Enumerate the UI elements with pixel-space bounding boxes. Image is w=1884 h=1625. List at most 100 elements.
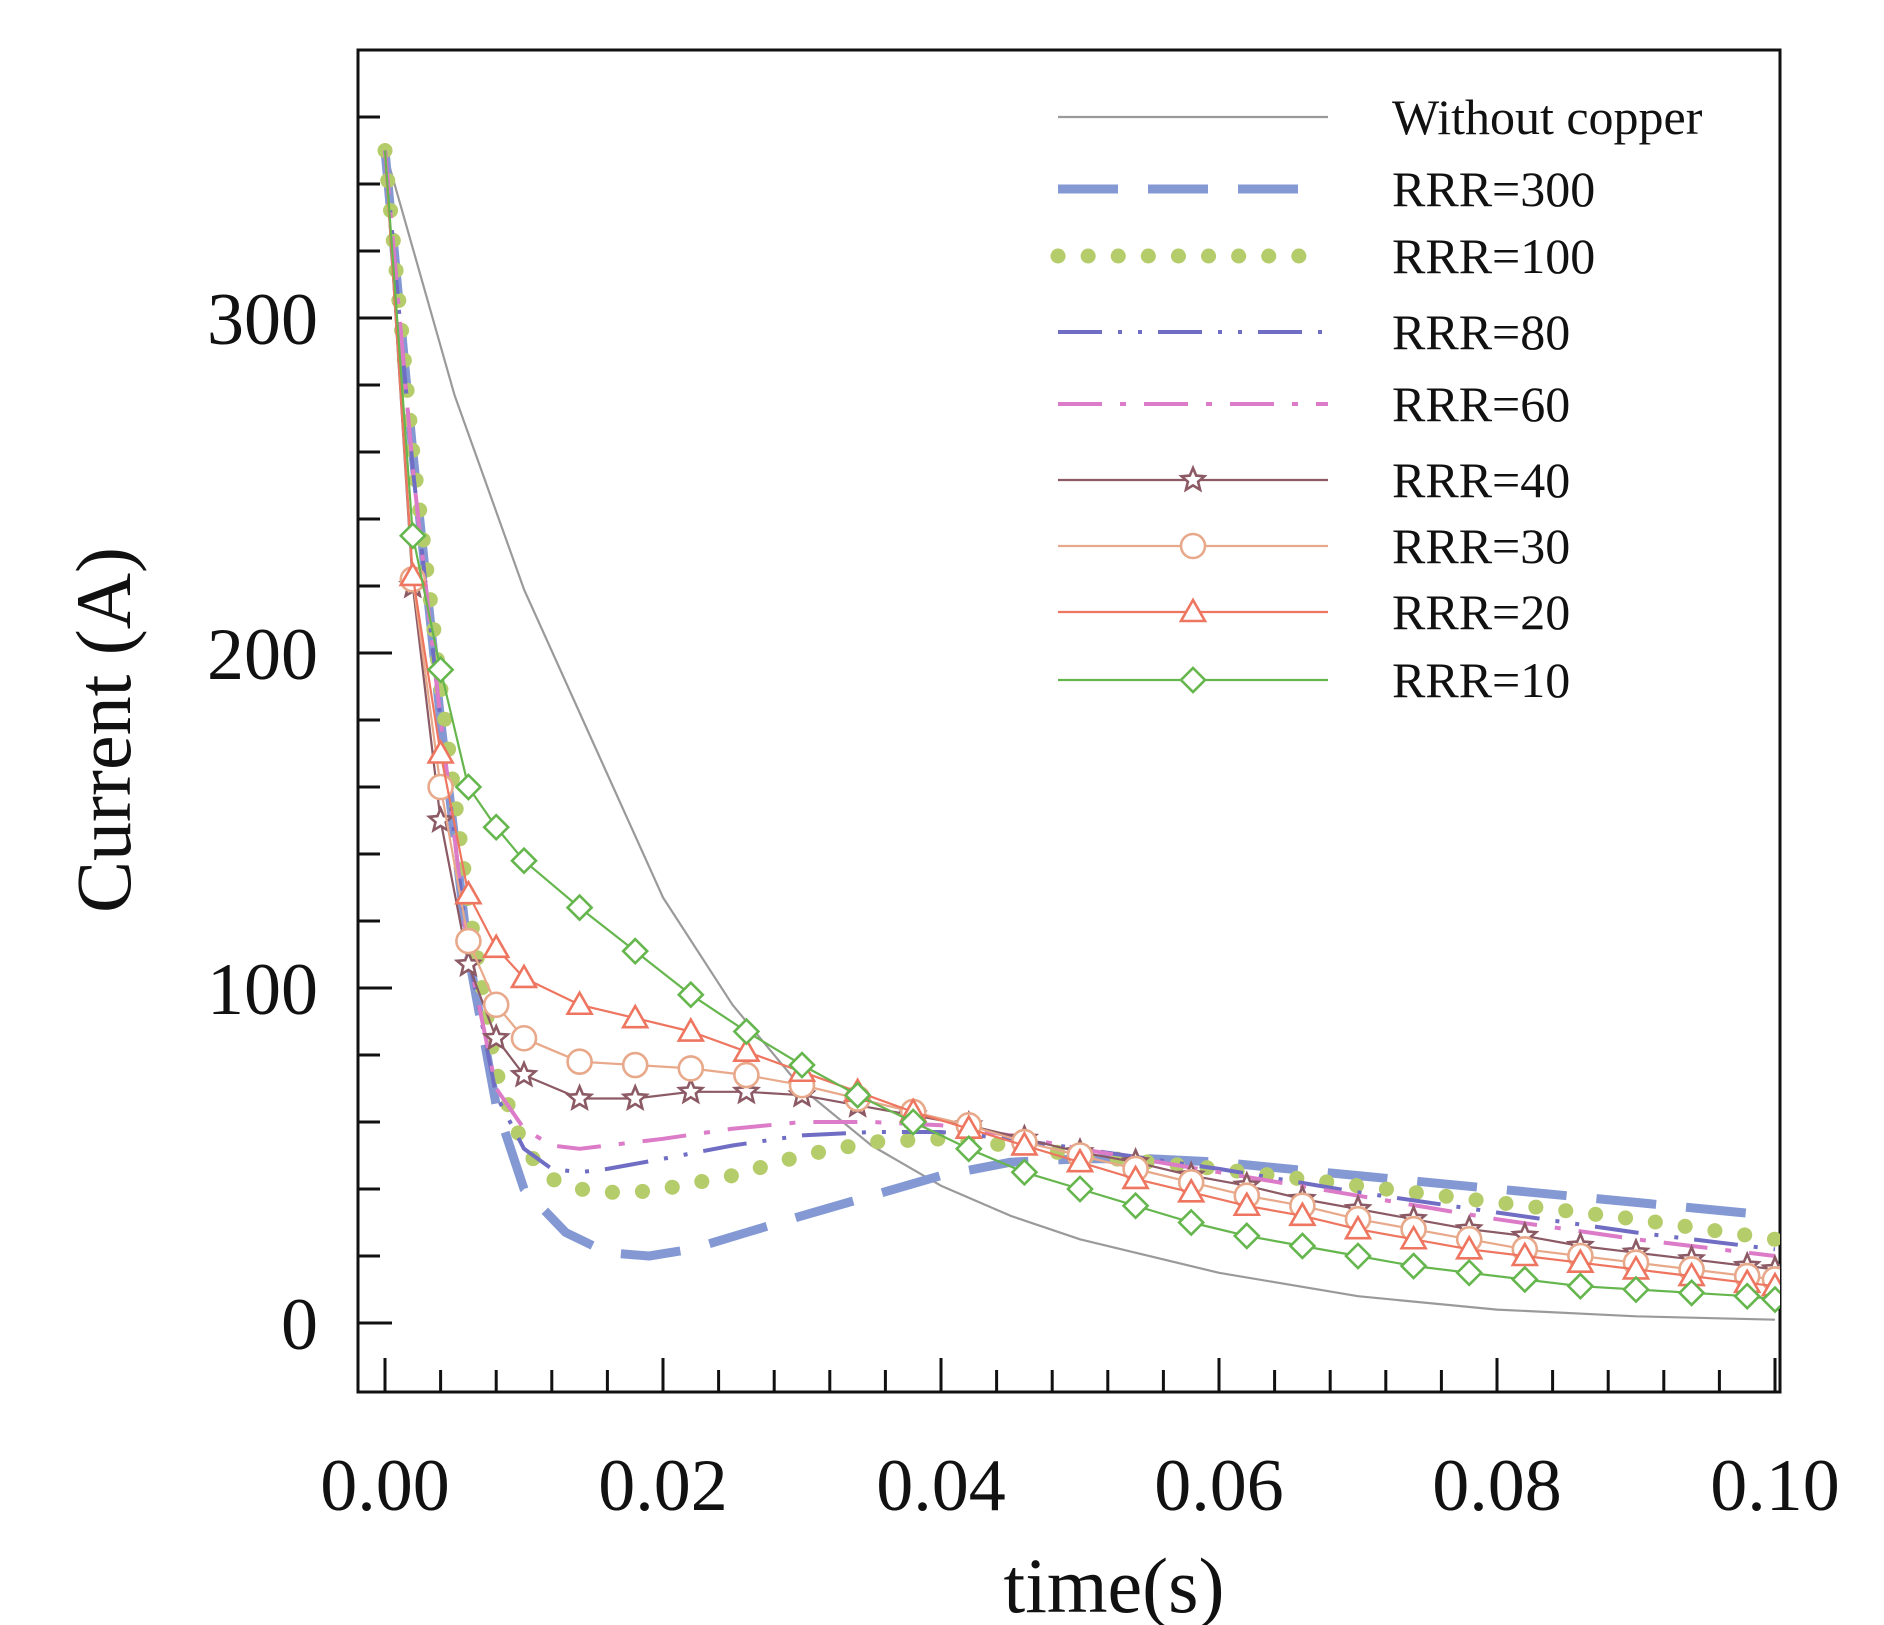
legend-label: RRR=60 [1392, 376, 1570, 432]
circle-marker [566, 1048, 593, 1075]
diamond-marker [843, 1081, 872, 1110]
diamond-marker [1566, 1272, 1595, 1300]
triangle-marker [1121, 1164, 1150, 1190]
legend-label: RRR=30 [1392, 518, 1570, 574]
triangle-marker [1010, 1130, 1039, 1156]
triangle-marker [1232, 1191, 1262, 1217]
triangle-marker [481, 933, 511, 959]
legend-item-without-copper: Without copper [1058, 89, 1703, 145]
series-line [383, 150, 1776, 1321]
axis-ticks: 0.00 0.02 0.04 0.06 0.08 0.10 0 100 200 300 [207, 115, 1840, 1527]
triangle-marker [732, 1037, 761, 1062]
series-rrr-80 [383, 150, 1776, 1252]
diamond-marker [1622, 1275, 1650, 1304]
series-without-copper [383, 150, 1776, 1321]
legend-label: RRR=40 [1392, 452, 1570, 508]
diamond-marker [1232, 1222, 1261, 1250]
legend-item-rrr-300: RRR=300 [1058, 161, 1595, 217]
legend-item-rrr-20: RRR=20 [1058, 584, 1570, 640]
legend-item-rrr-80: RRR=80 [1058, 304, 1570, 360]
circle-marker [677, 1055, 705, 1082]
triangle-marker [426, 738, 455, 764]
triangle-marker [1343, 1214, 1373, 1240]
series-rrr-20 [383, 150, 1780, 1297]
circle-marker [482, 991, 510, 1019]
legend-label: RRR=10 [1392, 652, 1570, 708]
diamond-marker [621, 937, 650, 965]
y-tick-label: 300 [207, 279, 318, 361]
legend: Without copper RRR=300 RRR=100 RRR=80 RRR=60… [1050, 89, 1703, 708]
x-tick-label: 0.02 [598, 1445, 728, 1527]
diamond-marker [398, 521, 427, 550]
legend-star-marker [1178, 464, 1208, 493]
diamond-marker [1177, 1208, 1206, 1237]
x-axis-title: time(s) [1004, 1542, 1225, 1625]
triangle-marker [398, 561, 428, 587]
diamond-marker [510, 846, 538, 875]
diamond-marker [454, 773, 483, 801]
circle-marker [455, 927, 482, 955]
diamond-marker [1399, 1252, 1428, 1280]
diamond-marker [676, 980, 705, 1009]
star-marker [731, 1076, 762, 1105]
legend-item-rrr-100: RRR=100 [1050, 228, 1595, 284]
triangle-marker [1399, 1224, 1428, 1250]
legend-item-rrr-60: RRR=60 [1058, 376, 1570, 432]
circle-marker [510, 1024, 538, 1052]
x-tick-label: 0.08 [1432, 1445, 1562, 1527]
y-axis-title: Current (A) [60, 547, 147, 913]
series-rrr-10 [383, 150, 1780, 1314]
series-rrr-300 [380, 150, 1776, 1261]
triangle-marker [1454, 1234, 1484, 1260]
star-marker [676, 1076, 706, 1105]
y-tick-label: 100 [207, 949, 318, 1031]
triangle-marker [1510, 1241, 1540, 1267]
legend-circle-marker [1179, 532, 1207, 560]
y-tick-label: 0 [281, 1284, 318, 1366]
diamond-marker [1288, 1232, 1317, 1260]
diamond-marker [1066, 1175, 1094, 1203]
triangle-marker [1288, 1201, 1317, 1227]
x-tick-label: 0.04 [876, 1445, 1006, 1527]
y-tick-label: 200 [207, 614, 318, 696]
legend-item-rrr-10: RRR=10 [1058, 652, 1570, 708]
star-marker [620, 1083, 650, 1112]
series-line [377, 143, 1780, 1247]
diamond-marker [1010, 1158, 1039, 1187]
legend-label: RRR=100 [1392, 228, 1595, 284]
series-line [380, 150, 1776, 1261]
diamond-marker [426, 655, 455, 684]
series-rrr-30 [383, 150, 1780, 1293]
diamond-marker [1121, 1191, 1150, 1220]
star-marker [509, 1059, 539, 1088]
triangle-marker [1566, 1248, 1595, 1273]
legend-label: RRR=300 [1392, 161, 1595, 217]
triangle-marker [565, 990, 594, 1016]
triangle-marker [620, 1003, 650, 1029]
diamond-marker [565, 893, 594, 922]
x-tick-label: 0.10 [1710, 1445, 1840, 1527]
diamond-marker [1677, 1279, 1706, 1307]
star-marker [481, 1022, 511, 1051]
circle-marker [621, 1051, 649, 1079]
star-marker [564, 1083, 595, 1112]
legend-item-rrr-30: RRR=30 [1058, 518, 1570, 574]
legend-diamond-marker [1179, 666, 1207, 694]
circle-marker [733, 1061, 760, 1089]
series-rrr-60 [383, 150, 1776, 1258]
x-tick-label: 0.06 [1154, 1445, 1284, 1527]
diamond-marker [1733, 1282, 1762, 1311]
diamond-marker [1455, 1258, 1484, 1287]
triangle-marker [1176, 1177, 1206, 1203]
series-rrr-100 [377, 143, 1780, 1247]
series-group [377, 143, 1780, 1321]
triangle-marker [1065, 1147, 1095, 1173]
legend-triangle-marker [1178, 597, 1208, 623]
legend-label: Without copper [1392, 89, 1703, 145]
diamond-marker [1344, 1242, 1372, 1270]
triangle-marker [676, 1016, 706, 1042]
diamond-marker [732, 1017, 761, 1046]
diamond-marker [482, 813, 511, 842]
legend-label: RRR=20 [1392, 584, 1570, 640]
